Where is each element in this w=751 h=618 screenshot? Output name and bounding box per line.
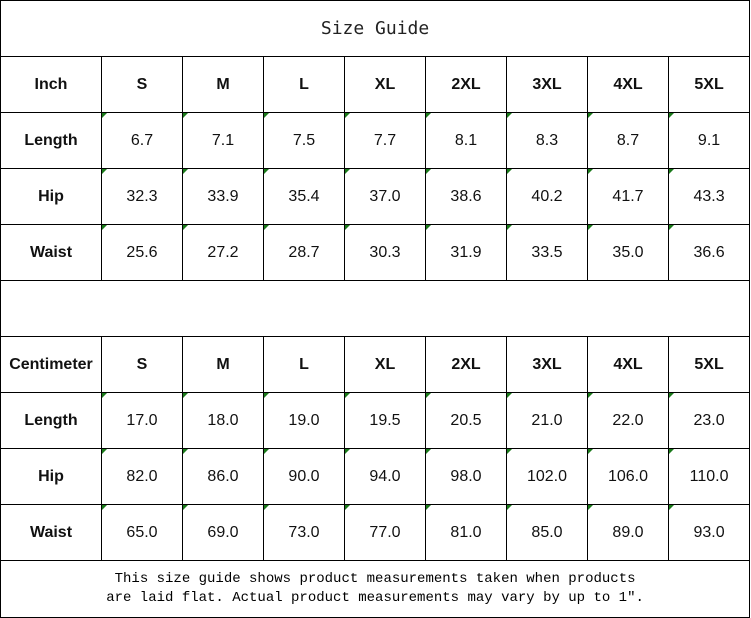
measurement-value: 73.0 xyxy=(263,504,345,561)
table-row: Hip 82.0 86.0 90.0 94.0 98.0 102.0 106.0 110.0 xyxy=(0,448,751,505)
size-header: 2XL xyxy=(425,56,507,113)
table-title: Size Guide xyxy=(0,0,751,57)
measurement-value: 85.0 xyxy=(506,504,588,561)
measurement-value: 22.0 xyxy=(587,392,669,449)
measurement-label: Waist xyxy=(0,504,102,561)
unit-label: Inch xyxy=(0,56,102,113)
table-row: Length 17.0 18.0 19.0 19.5 20.5 21.0 22.0 23.0 xyxy=(0,392,751,449)
measurement-value: 19.5 xyxy=(344,392,426,449)
measurement-value: 110.0 xyxy=(667,448,751,505)
measurement-value: 40.2 xyxy=(506,168,588,225)
measurement-value: 9.1 xyxy=(667,112,751,169)
size-header: 3XL xyxy=(506,56,588,113)
size-header: L xyxy=(263,56,345,113)
measurement-value: 106.0 xyxy=(587,448,669,505)
measurement-label: Waist xyxy=(0,224,102,281)
measurement-value: 6.7 xyxy=(101,112,183,169)
measurement-value: 7.1 xyxy=(182,112,264,169)
size-header: S xyxy=(101,336,183,393)
measurement-value: 7.7 xyxy=(344,112,426,169)
measurement-value: 41.7 xyxy=(587,168,669,225)
unit-label: Centimeter xyxy=(0,336,102,393)
measurement-label: Hip xyxy=(0,448,102,505)
measurement-value: 36.6 xyxy=(667,224,751,281)
measurement-value: 27.2 xyxy=(182,224,264,281)
cm-header-row: Centimeter S M L XL 2XL 3XL 4XL 5XL xyxy=(0,336,751,393)
measurement-value: 31.9 xyxy=(425,224,507,281)
measurement-value: 23.0 xyxy=(667,392,751,449)
measurement-value: 19.0 xyxy=(263,392,345,449)
measurement-value: 43.3 xyxy=(667,168,751,225)
measurement-value: 32.3 xyxy=(101,168,183,225)
inch-header-row: Inch S M L XL 2XL 3XL 4XL 5XL xyxy=(0,56,751,113)
measurement-value: 30.3 xyxy=(344,224,426,281)
measurement-value: 65.0 xyxy=(101,504,183,561)
measurement-value: 77.0 xyxy=(344,504,426,561)
size-header: M xyxy=(182,56,264,113)
table-row: Hip 32.3 33.9 35.4 37.0 38.6 40.2 41.7 43.3 xyxy=(0,168,751,225)
size-header: 4XL xyxy=(587,56,669,113)
table-row: Length 6.7 7.1 7.5 7.7 8.1 8.3 8.7 9.1 xyxy=(0,112,751,169)
measurement-value: 21.0 xyxy=(506,392,588,449)
size-header: L xyxy=(263,336,345,393)
measurement-value: 38.6 xyxy=(425,168,507,225)
measurement-value: 82.0 xyxy=(101,448,183,505)
measurement-value: 69.0 xyxy=(182,504,264,561)
measurement-value: 35.0 xyxy=(587,224,669,281)
size-header: 2XL xyxy=(425,336,507,393)
size-header: M xyxy=(182,336,264,393)
measurement-value: 35.4 xyxy=(263,168,345,225)
measurement-value: 8.3 xyxy=(506,112,588,169)
measurement-label: Hip xyxy=(0,168,102,225)
size-header: S xyxy=(101,56,183,113)
measurement-value: 90.0 xyxy=(263,448,345,505)
spacer-row xyxy=(0,280,751,337)
measurement-value: 102.0 xyxy=(506,448,588,505)
size-header: 5XL xyxy=(667,56,751,113)
measurement-value: 8.7 xyxy=(587,112,669,169)
measurement-label: Length xyxy=(0,112,102,169)
measurement-value: 20.5 xyxy=(425,392,507,449)
measurement-value: 18.0 xyxy=(182,392,264,449)
size-header: 3XL xyxy=(506,336,588,393)
measurement-value: 33.5 xyxy=(506,224,588,281)
measurement-value: 8.1 xyxy=(425,112,507,169)
measurement-value: 86.0 xyxy=(182,448,264,505)
table-row: Waist 25.6 27.2 28.7 30.3 31.9 33.5 35.0 36.6 xyxy=(0,224,751,281)
spacer-cell xyxy=(0,280,751,337)
measurement-value: 37.0 xyxy=(344,168,426,225)
footer-row: This size guide shows product measuremen… xyxy=(0,560,751,618)
measurement-value: 28.7 xyxy=(263,224,345,281)
measurement-value: 81.0 xyxy=(425,504,507,561)
size-header: 5XL xyxy=(667,336,751,393)
measurement-value: 7.5 xyxy=(263,112,345,169)
measurement-value: 94.0 xyxy=(344,448,426,505)
measurement-value: 98.0 xyxy=(425,448,507,505)
measurement-value: 17.0 xyxy=(101,392,183,449)
measurement-label: Length xyxy=(0,392,102,449)
measurement-value: 33.9 xyxy=(182,168,264,225)
footer-note: This size guide shows product measuremen… xyxy=(0,560,751,618)
measurement-value: 89.0 xyxy=(587,504,669,561)
footer-line-1: This size guide shows product measuremen… xyxy=(114,571,636,587)
measurement-value: 93.0 xyxy=(667,504,751,561)
measurement-value: 25.6 xyxy=(101,224,183,281)
size-header: XL xyxy=(344,336,426,393)
table-row: Waist 65.0 69.0 73.0 77.0 81.0 85.0 89.0 93.0 xyxy=(0,504,751,561)
size-header: XL xyxy=(344,56,426,113)
size-header: 4XL xyxy=(587,336,669,393)
footer-line-2: are laid flat. Actual product measuremen… xyxy=(106,590,644,606)
